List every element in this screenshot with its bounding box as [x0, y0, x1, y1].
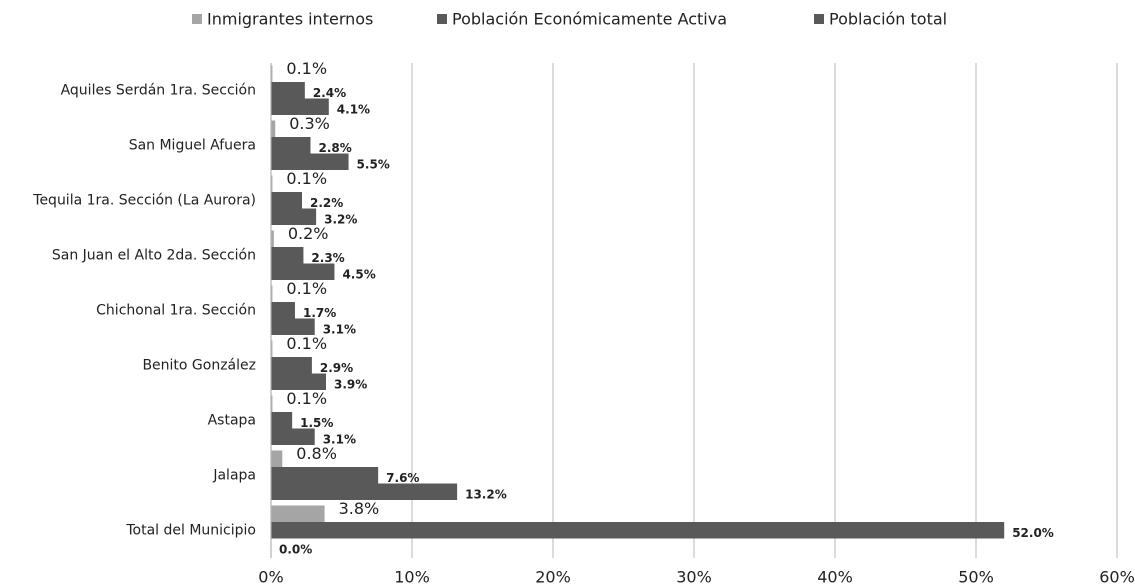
x-tick-label: 0%: [258, 568, 283, 587]
data-label: 2.2%: [310, 196, 343, 210]
data-label: 52.0%: [1012, 526, 1054, 540]
data-label: 0.3%: [289, 114, 330, 133]
data-label: 0.1%: [286, 389, 327, 408]
bar: [271, 208, 317, 225]
data-label: 0.0%: [279, 542, 312, 556]
data-label: 0.8%: [296, 444, 337, 463]
x-tick-label: 40%: [817, 568, 853, 587]
data-label: 5.5%: [357, 157, 390, 171]
bar: [271, 522, 1005, 539]
y-tick-label: San Miguel Afuera: [129, 138, 256, 154]
bar: [271, 153, 349, 170]
data-label: 1.7%: [303, 306, 336, 320]
x-tick-label: 50%: [958, 568, 994, 587]
data-label: 2.9%: [320, 361, 353, 375]
data-label: 3.2%: [324, 212, 357, 226]
bar: [271, 412, 293, 429]
y-tick-label: Tequila 1ra. Sección (La Aurora): [32, 193, 256, 209]
bar: [271, 192, 303, 209]
legend-label: Población total: [829, 10, 947, 29]
data-label: 0.1%: [286, 334, 327, 353]
bar: [271, 428, 315, 445]
data-label: 3.9%: [334, 377, 367, 391]
y-tick-label: Chichonal 1ra. Sección: [96, 303, 256, 319]
bar: [271, 120, 276, 137]
legend-swatch: [814, 14, 824, 24]
bar: [271, 247, 304, 264]
legend-label: Inmigrantes internos: [207, 10, 373, 29]
data-label: 0.2%: [288, 224, 329, 243]
legend-swatch: [192, 14, 202, 24]
y-tick-label: Jalapa: [212, 468, 256, 484]
bar: [271, 82, 305, 99]
data-label: 2.4%: [313, 86, 346, 100]
data-label: 4.5%: [342, 267, 375, 281]
bar: [271, 373, 326, 390]
bar: [271, 230, 274, 247]
data-label: 0.1%: [286, 169, 327, 188]
data-label: 0.1%: [286, 59, 327, 78]
x-tick-label: 30%: [676, 568, 712, 587]
bar: [271, 505, 325, 522]
legend-label: Población Económicamente Activa: [452, 10, 727, 29]
legend-swatch: [437, 14, 447, 24]
y-tick-label: Aquiles Serdán 1ra. Sección: [61, 83, 256, 99]
bar: [271, 302, 295, 319]
data-label: 0.1%: [286, 279, 327, 298]
data-label: 3.1%: [323, 432, 356, 446]
bar: [271, 175, 273, 192]
bar: [271, 450, 283, 467]
data-label: 2.3%: [311, 251, 344, 265]
y-tick-label: San Juan el Alto 2da. Sección: [52, 248, 256, 264]
bar: [271, 65, 273, 82]
bar: [271, 483, 458, 500]
bar: [271, 395, 273, 412]
data-label: 13.2%: [465, 487, 507, 501]
y-tick-label: Benito González: [142, 358, 256, 374]
bar: [271, 137, 311, 154]
bar: [271, 263, 335, 280]
x-tick-label: 20%: [535, 568, 571, 587]
bar: [271, 467, 379, 484]
data-label: 7.6%: [386, 471, 419, 485]
data-label: 4.1%: [337, 102, 370, 116]
bar: [271, 318, 315, 335]
data-label: 1.5%: [300, 416, 333, 430]
data-label: 2.8%: [318, 141, 351, 155]
data-label: 3.1%: [323, 322, 356, 336]
x-tick-label: 10%: [394, 568, 430, 587]
bar: [271, 340, 273, 357]
bar: [271, 98, 329, 115]
y-tick-label: Astapa: [208, 413, 256, 429]
bar: [271, 357, 312, 374]
x-tick-label: 60%: [1099, 568, 1135, 587]
data-label: 3.8%: [339, 499, 380, 518]
bar: [271, 285, 273, 302]
y-tick-label: Total del Municipio: [125, 523, 256, 539]
